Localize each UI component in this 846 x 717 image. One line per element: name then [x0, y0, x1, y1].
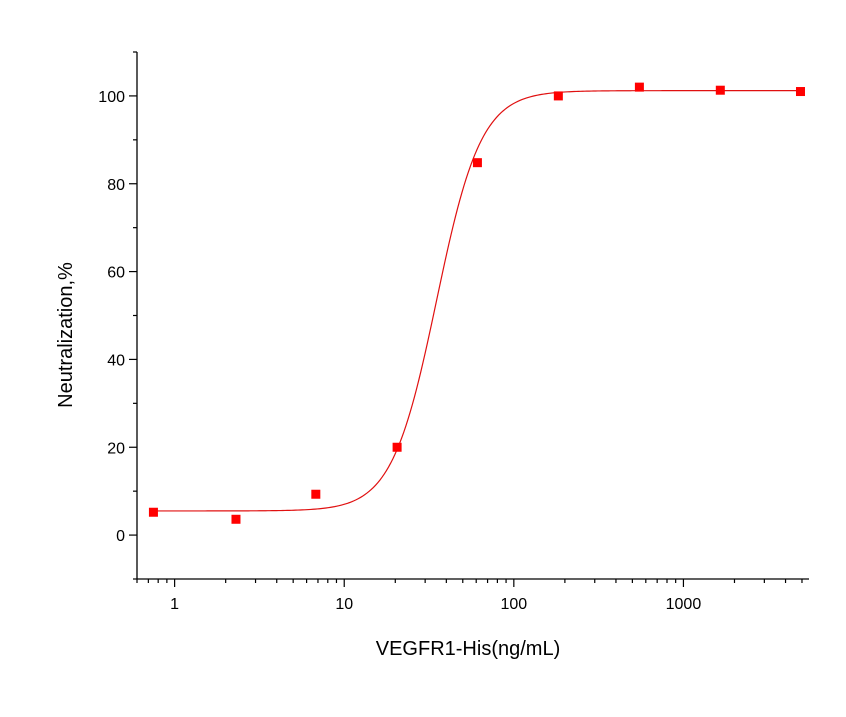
data-point [311, 489, 321, 499]
fit-curve [153, 90, 801, 512]
x-tick-label: 1 [170, 596, 179, 613]
y-tick-label: 40 [107, 352, 125, 369]
x-ticks [136, 579, 803, 587]
y-tick-label: 0 [116, 528, 125, 545]
x-axis-title: VEGFR1-His(ng/mL) [376, 638, 560, 660]
data-point [553, 91, 563, 101]
data-point [392, 442, 402, 452]
y-tick-labels: 0 20 40 60 80 100 [98, 89, 125, 545]
x-tick-label: 1000 [666, 596, 702, 613]
y-axis-title: Neutralization,% [55, 262, 77, 408]
data-point [715, 85, 725, 95]
data-point [231, 514, 241, 524]
x-tick-label: 10 [335, 596, 353, 613]
data-point [634, 82, 644, 92]
y-tick-label: 20 [107, 440, 125, 457]
y-ticks [129, 51, 137, 580]
x-tick-labels: 1 10 100 1000 [170, 596, 701, 613]
y-tick-label: 80 [107, 177, 125, 194]
axes [136, 52, 809, 580]
data-point [148, 507, 158, 517]
y-tick-label: 60 [107, 265, 125, 282]
data-point [472, 158, 482, 168]
y-tick-label: 100 [98, 89, 125, 106]
data-points [148, 82, 805, 524]
x-tick-label: 100 [500, 596, 527, 613]
data-point [795, 87, 805, 97]
